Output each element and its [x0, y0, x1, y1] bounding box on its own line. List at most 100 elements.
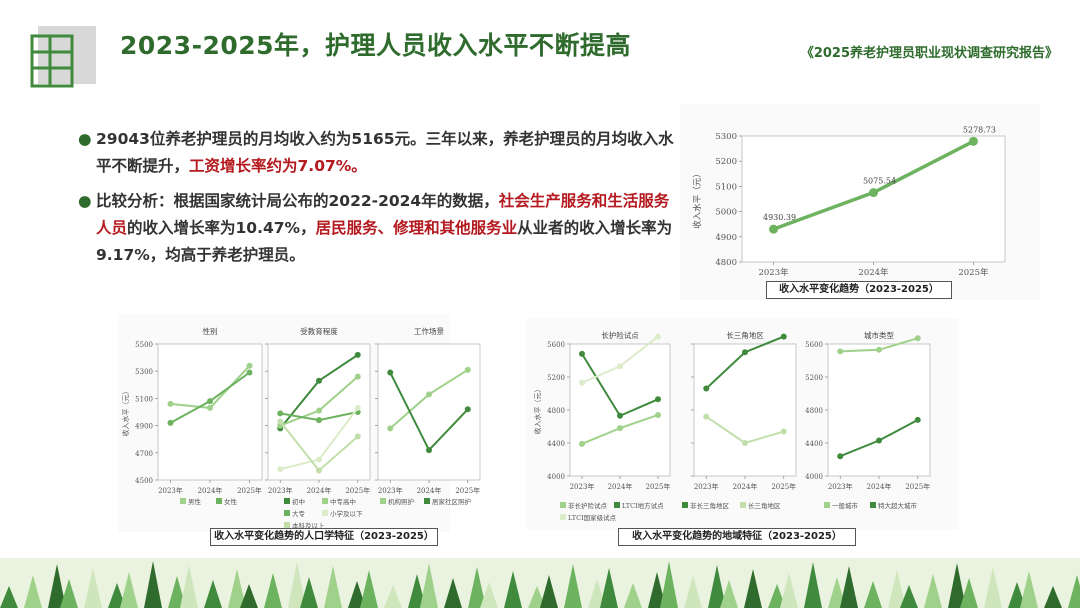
- y-tick-label: 4400: [547, 440, 565, 448]
- data-point: [316, 467, 322, 474]
- tree-icon: [1020, 571, 1038, 608]
- plot-area: [741, 135, 1006, 263]
- x-tick-label: 2025年: [771, 482, 796, 491]
- chart-title: 受教育程度: [300, 326, 338, 336]
- data-point: [354, 351, 361, 358]
- tree-icon: [588, 579, 606, 608]
- data-point: [703, 385, 710, 392]
- x-tick-label: 2024年: [608, 482, 633, 491]
- tree-icon: [948, 563, 966, 608]
- data-point: [277, 466, 284, 473]
- tree-icon: [504, 571, 522, 608]
- main-income-chart: 4800 4900 5000 5100 5200 5300 收入水平（元） 2023年 2024…: [692, 125, 1006, 278]
- tree-icon: [180, 565, 198, 608]
- y-tick-label: 5200: [547, 374, 565, 382]
- x-tick-label: 2025年: [905, 482, 930, 491]
- legend-label: 小学及以下: [330, 509, 363, 518]
- y-tick-label: 5500: [135, 341, 153, 349]
- tree-icon: [264, 573, 282, 608]
- tree-icon: [420, 563, 438, 608]
- bullet-item: ● 29043位养老护理员的月均收入约为5165元。三年以来，养老护理员的月均收…: [78, 126, 674, 180]
- data-point: [316, 407, 322, 414]
- page-title: 2023-2025年，护理人员收入水平不断提高: [120, 31, 632, 60]
- chart-title: 工作场景: [414, 326, 444, 336]
- body-text: 的收入增长率为10.47%，: [127, 219, 316, 237]
- tree-icon: [240, 584, 258, 608]
- tree-icon: [888, 570, 906, 608]
- data-point: [579, 350, 585, 357]
- tree-icon: [468, 567, 486, 608]
- legend-label: 女性: [224, 497, 238, 506]
- y-tick-label: 4400: [805, 440, 823, 448]
- data-point: [277, 410, 284, 417]
- legend-swatch: [870, 502, 876, 508]
- x-tick-label: 2023年: [570, 482, 595, 491]
- tree-icon: [348, 581, 366, 608]
- plot-area: [693, 343, 797, 477]
- tree-icon: [624, 583, 642, 608]
- data-point: [167, 419, 174, 426]
- legend-swatch: [824, 502, 830, 508]
- data-point: [246, 362, 253, 369]
- y-tick-label: 4000: [805, 473, 823, 481]
- y-tick-label: 5600: [547, 341, 565, 349]
- x-tick-label: 2024年: [198, 486, 223, 495]
- x-tick-label: 2025年: [958, 267, 989, 278]
- x-tick-label: 2024年: [417, 486, 442, 495]
- y-tick-label: 5100: [135, 395, 153, 403]
- tree-icon: [828, 577, 846, 608]
- report-logo-icon: [30, 26, 96, 88]
- legend-swatch: [380, 498, 386, 504]
- city-type-chart: 城市类型 4000 4400 4800 5200 5600 2023年 2024年 2025年一…: [805, 330, 931, 510]
- tree-icon: [564, 564, 582, 608]
- x-tick-label: 2023年: [378, 486, 403, 495]
- legend-label: 初中: [292, 497, 305, 506]
- tree-icon: [648, 572, 666, 608]
- data-point: [579, 379, 585, 386]
- tree-icon: [168, 576, 186, 608]
- x-tick-label: 2025年: [345, 486, 370, 495]
- data-point: [464, 406, 471, 413]
- ltc-pilot-chart: 长护险试点 4000 4400 4800 5200 5600 收入水平（元） 2023年 202…: [533, 330, 671, 522]
- x-tick-label: 2023年: [694, 482, 719, 491]
- x-tick-label: 2025年: [455, 486, 480, 495]
- legend-label: 大专: [292, 509, 306, 518]
- legend-label: 中专高中: [330, 497, 356, 506]
- body-text: 比较分析：根据国家统计局公布的2022-2024年的数据，: [96, 192, 499, 210]
- tree-icon: [744, 569, 762, 608]
- data-point: [354, 433, 361, 440]
- tree-icon: [288, 562, 306, 608]
- chart-title: 性别: [203, 326, 218, 336]
- data-point: [464, 366, 471, 373]
- data-point: [316, 417, 322, 424]
- y-tick-label: 5300: [135, 368, 153, 376]
- demographic-chart-panel: 性别 4500 4700 4900 5100 5300 5500 收入水平（元） 2023年 20…: [118, 314, 481, 532]
- x-tick-label: 2023年: [828, 482, 853, 491]
- x-tick-label: 2025年: [646, 482, 671, 491]
- bullet-dot-icon: ●: [78, 192, 92, 210]
- plot-area: [827, 343, 931, 477]
- data-point: [277, 418, 284, 425]
- data-point: [316, 456, 322, 463]
- data-point: [876, 346, 882, 353]
- chart-title: 长护险试点: [601, 330, 639, 340]
- data-point: [387, 425, 394, 432]
- data-point: [914, 416, 921, 423]
- y-tick-label: 4900: [135, 423, 153, 431]
- regional-chart-caption: 收入水平变化趋势的地域特征（2023-2025）: [618, 528, 856, 546]
- data-point: [579, 440, 585, 447]
- regional-chart-panel: 长护险试点 4000 4400 4800 5200 5600 收入水平（元） 2023年 202…: [526, 318, 958, 530]
- tree-icon: [444, 578, 462, 608]
- y-axis-label: 收入水平（元）: [692, 169, 703, 229]
- tree-icon: [864, 581, 882, 608]
- data-point: [246, 369, 253, 376]
- x-tick-label: 2023年: [158, 486, 183, 495]
- legend-swatch: [322, 498, 328, 504]
- demographic-chart-caption: 收入水平变化趋势的人口学特征（2023-2025）: [210, 528, 438, 546]
- plot-area: [157, 343, 263, 481]
- decorative-tree-banner: [0, 558, 1080, 608]
- data-point: [655, 333, 661, 340]
